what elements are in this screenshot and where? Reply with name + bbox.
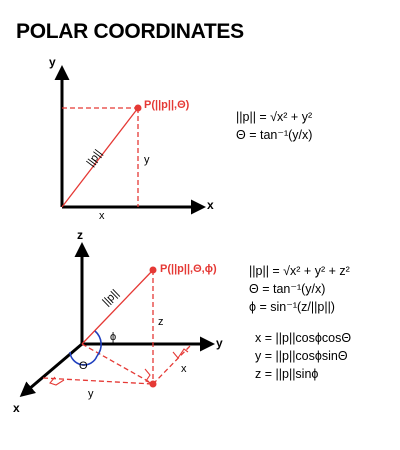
x-axis-3d [19, 342, 83, 397]
z-axis-label-3d: z [77, 228, 83, 242]
diagram-3d: z y x P(||p||,Θ,ϕ) ||p|| ϕ Θ z x y [13, 228, 223, 415]
radius-vector-2d [61, 107, 139, 208]
cartesian-x: x = ||p||cosϕcosΘ [255, 331, 352, 345]
radius-vector-3d [81, 269, 154, 345]
point-label-2d: P(||p||,Θ) [144, 99, 190, 111]
formula-3d-magnitude: ||p|| = √x² + y² + z² [249, 264, 350, 278]
right-angle-mark-a [144, 368, 154, 385]
y-offset-label-3d: y [88, 388, 94, 400]
x-axis-label-2d: x [207, 198, 214, 212]
phi-angle-label: ϕ [110, 331, 116, 343]
radius-label-3d: ||p|| [100, 287, 121, 308]
y-offset-dashed [42, 377, 154, 385]
projection-line-3d [81, 343, 154, 385]
formula-2d-theta: Θ = tan⁻¹(y/x) [236, 128, 313, 142]
horizontal-length-label-2d: x [99, 210, 105, 222]
formula-2d-magnitude: ||p|| = √x² + y² [236, 110, 313, 124]
cartesian-y: y = ||p||cosϕsinΘ [255, 349, 348, 363]
vertical-length-label-3d: z [158, 316, 164, 328]
y-axis-label-2d: y [49, 55, 56, 69]
point-p-3d [149, 266, 157, 274]
theta-angle-label: Θ [79, 360, 88, 372]
page-title: POLAR COORDINATES [16, 20, 244, 43]
y-axis-label-3d: y [216, 336, 223, 350]
right-angle-mark-c [49, 376, 65, 386]
formula-3d-theta: Θ = tan⁻¹(y/x) [249, 282, 326, 296]
theta-angle-arc [69, 351, 98, 366]
formula-3d-phi: ϕ = sin⁻¹(z/||p||) [249, 300, 335, 314]
right-angle-mark-b [172, 348, 189, 359]
x-axis-label-3d: x [13, 401, 20, 415]
phi-angle-arc [94, 330, 102, 357]
point-label-3d: P(||p||,Θ,ϕ) [160, 263, 217, 275]
cartesian-z: z = ||p||sinϕ [255, 367, 319, 381]
x-offset-dashed [152, 345, 191, 385]
vertical-length-label-2d: y [144, 154, 150, 166]
x-offset-label-3d: x [181, 363, 187, 375]
diagram-2d: y x P(||p||,Θ) ||p|| y x [49, 55, 214, 222]
point-p-2d [134, 104, 142, 112]
radius-label-2d: ||p|| [85, 148, 105, 169]
projection-point-3d [149, 380, 157, 388]
